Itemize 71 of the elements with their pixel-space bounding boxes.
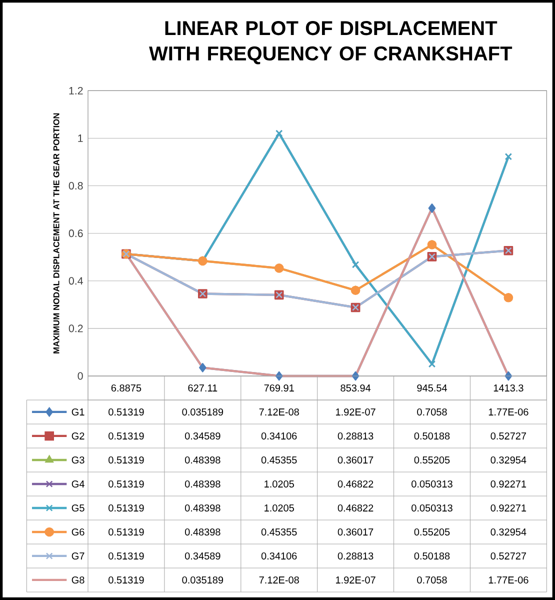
data-label: 0.55205 (414, 456, 450, 464)
y-tick-label: 0.8 (68, 182, 83, 190)
y-tick-label: 1 (78, 134, 83, 142)
x-tick-label: 945.54 (417, 384, 447, 392)
legend-label: G6 (72, 528, 84, 536)
data-label: 0.050313 (412, 504, 452, 512)
data-label: 0.035189 (182, 408, 224, 416)
data-label: 7.12E-08 (259, 576, 299, 584)
data-label: 0.34589 (184, 552, 220, 560)
data-label: 0.51319 (108, 432, 144, 440)
legend-label: G4 (72, 480, 84, 488)
data-label: 0.45355 (261, 528, 297, 536)
data-label: 0.51319 (108, 528, 144, 536)
x-tick-label: 627.11 (188, 384, 218, 392)
data-label: 0.55205 (414, 528, 450, 536)
data-label: 0.51319 (108, 456, 144, 464)
data-label: 0.52727 (490, 552, 526, 560)
data-label: 0.34589 (184, 432, 220, 440)
data-label: 0.52727 (490, 432, 526, 440)
x-tick-label: 1413.3 (494, 384, 524, 392)
data-label: 0.51319 (108, 576, 144, 584)
legend-label: G7 (72, 552, 84, 560)
data-label: 0.92271 (490, 504, 526, 512)
data-label: 0.34106 (261, 552, 297, 560)
x-tick-label: 6.8875 (111, 384, 142, 392)
data-label: 1.77E-06 (488, 576, 528, 584)
y-tick-label: 1.2 (69, 86, 83, 94)
data-label: 0.92271 (490, 480, 526, 488)
x-tick-label: 769.91 (264, 384, 294, 392)
data-label: 0.48398 (184, 456, 220, 464)
data-label: 0.50188 (414, 432, 450, 440)
data-label: 0.48398 (184, 480, 220, 488)
data-label: 0.46822 (338, 480, 374, 488)
data-label: 1.0205 (264, 480, 294, 488)
data-label: 0.48398 (184, 504, 220, 512)
data-label: 0.51319 (108, 408, 144, 416)
y-tick-label: 0.6 (68, 230, 83, 238)
chart-title: LINEAR PLOT OF DISPLACEMENT WITH FREQUENCY OF CRANKSHAFT (149, 21, 512, 64)
data-label: 0.32954 (490, 528, 526, 536)
data-label: 1.92E-07 (336, 408, 376, 416)
data-label: 1.92E-07 (336, 576, 376, 584)
legend-label: G8 (72, 576, 84, 584)
data-label: 0.050313 (412, 480, 452, 488)
data-label: 1.0205 (264, 504, 294, 512)
data-label: 0.46822 (338, 504, 374, 512)
data-label: 0.28813 (338, 432, 374, 440)
data-label: 0.32954 (490, 456, 526, 464)
data-label: 0.36017 (338, 528, 374, 536)
data-label: 7.12E-08 (259, 408, 299, 416)
data-label: 0.51319 (108, 480, 144, 488)
data-label: 0.36017 (338, 456, 374, 464)
data-label: 0.7058 (417, 408, 447, 416)
legend-label: G3 (72, 456, 84, 464)
data-label: 0.51319 (108, 504, 144, 512)
data-label: 1.77E-06 (488, 408, 528, 416)
data-label: 0.50188 (414, 552, 450, 560)
legend-label: G5 (72, 504, 84, 512)
data-label: 0.45355 (261, 456, 297, 464)
data-label: 0.7058 (417, 576, 447, 584)
data-label: 0.035189 (182, 576, 224, 584)
y-tick-label: 0.2 (68, 324, 83, 332)
y-axis-title: MAXIMUM NODAL DISPLACEMENT AT THE GEAR PORTION (53, 113, 60, 354)
data-label: 0.28813 (338, 552, 374, 560)
legend-label: G2 (72, 432, 84, 440)
y-tick-label: 0 (78, 372, 83, 380)
legend-label: G1 (72, 408, 84, 416)
x-tick-label: 853.94 (340, 384, 371, 392)
data-label: 0.48398 (184, 528, 220, 536)
y-tick-label: 0.4 (68, 277, 83, 285)
data-label: 0.51319 (108, 552, 144, 560)
data-label: 0.34106 (261, 432, 297, 440)
